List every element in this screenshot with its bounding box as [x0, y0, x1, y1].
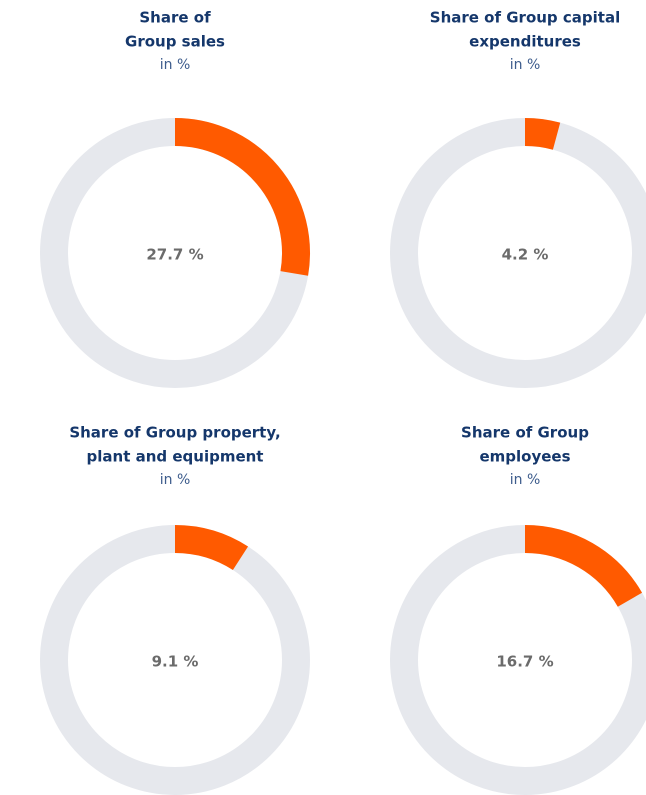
chart-subtitle: in %: [510, 57, 541, 73]
chart-title: employees: [479, 448, 570, 466]
center-label: 16.7 %: [496, 653, 553, 671]
donut-segment: [524, 525, 643, 608]
chart-title: Share of Group capital: [430, 9, 620, 27]
center-label: 9.1 %: [152, 653, 199, 671]
chart-subtitle: in %: [160, 57, 191, 73]
chart-subtitle: in %: [160, 472, 191, 488]
chart-title: Share of Group property,: [69, 424, 280, 442]
chart-title: plant and equipment: [87, 448, 264, 466]
chart-title: expenditures: [469, 33, 581, 51]
chart-title: Group sales: [125, 33, 225, 51]
center-label: 4.2 %: [502, 246, 549, 264]
chart-subtitle: in %: [510, 472, 541, 488]
chart-title: Share of Group: [461, 424, 589, 442]
chart-title: Share of: [139, 9, 211, 27]
donut-segment: [524, 118, 561, 150]
donut-segment: [174, 525, 249, 571]
donut-segment: [174, 118, 310, 276]
center-label: 27.7 %: [146, 246, 203, 264]
